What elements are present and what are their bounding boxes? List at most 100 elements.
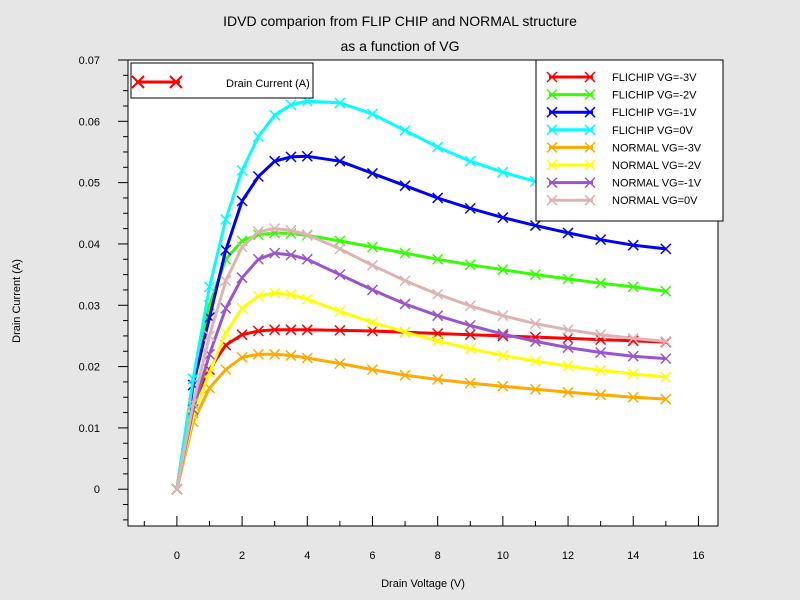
y-axis-title: Drain Current (A) xyxy=(11,259,23,343)
marker-cross-b xyxy=(220,275,232,287)
marker-cross-b xyxy=(187,373,199,385)
marker-cross-b xyxy=(285,324,297,336)
marker-cross-b xyxy=(432,253,444,265)
legend-item: FLICHIP VG=0V xyxy=(546,124,693,137)
marker-cross-b xyxy=(529,318,541,330)
marker-cross-b xyxy=(432,192,444,204)
data-point xyxy=(432,310,444,322)
data-point xyxy=(366,325,379,337)
marker-cross-b xyxy=(334,305,346,317)
marker-cross-b xyxy=(497,380,509,392)
data-point xyxy=(334,269,346,281)
data-point xyxy=(660,335,672,347)
legend-item-marker xyxy=(546,89,558,101)
marker-cross-b xyxy=(464,155,476,167)
marker-cross-b xyxy=(187,397,199,409)
y-tick-label: 0.05 xyxy=(79,178,100,190)
data-point xyxy=(432,373,444,385)
data-point xyxy=(432,335,444,347)
data-point xyxy=(236,164,248,176)
legend-item-marker xyxy=(546,141,558,153)
x-tick-label: 4 xyxy=(304,550,310,562)
data-point xyxy=(660,353,672,365)
data-point xyxy=(464,155,476,167)
marker-cross-b xyxy=(595,389,607,401)
data-point xyxy=(334,235,346,247)
marker-cross-b xyxy=(220,213,232,225)
marker-cross-b xyxy=(464,202,476,214)
legend-item-marker xyxy=(546,177,558,189)
marker-cross-b xyxy=(595,329,607,341)
marker-cross-b xyxy=(171,483,183,495)
marker-cross-b xyxy=(366,259,379,271)
x-axis-title: Drain Voltage (V) xyxy=(381,578,465,590)
marker-cross-b xyxy=(627,332,639,344)
marker-cross-b xyxy=(269,155,281,167)
marker-cross-b xyxy=(366,364,379,376)
marker-cross-b xyxy=(399,326,411,338)
data-point xyxy=(269,348,281,360)
chart-subtitle: as a function of VG xyxy=(340,38,459,54)
marker-cross-b xyxy=(252,226,264,238)
right-legend-box xyxy=(535,59,724,222)
marker-cross-b xyxy=(203,348,216,360)
data-point xyxy=(269,223,281,235)
marker-cross-b xyxy=(497,310,509,322)
marker-cross-b xyxy=(334,155,346,167)
marker-cross-b xyxy=(464,343,476,355)
data-point xyxy=(627,391,639,403)
data-point xyxy=(203,281,216,293)
marker-cross-b xyxy=(529,269,541,281)
legend-item-label: NORMAL VG=-1V xyxy=(612,178,702,190)
marker-cross-b xyxy=(432,335,444,347)
marker-cross-b xyxy=(220,327,232,339)
data-point xyxy=(269,287,281,299)
data-point xyxy=(366,316,379,328)
data-point xyxy=(366,259,379,271)
data-point xyxy=(301,229,313,241)
marker-cross-b xyxy=(236,195,248,207)
marker-cross-b xyxy=(562,227,574,239)
data-point xyxy=(334,305,346,317)
data-point xyxy=(399,247,411,259)
data-point xyxy=(285,324,297,336)
legend-item: NORMAL VG=-3V xyxy=(546,141,702,154)
marker-cross-b xyxy=(627,350,639,362)
data-point xyxy=(301,352,313,364)
marker-cross-b xyxy=(269,348,281,360)
data-point xyxy=(627,350,639,362)
marker-cross-b xyxy=(220,302,232,314)
data-point xyxy=(252,253,264,265)
marker-cross-b xyxy=(236,351,248,363)
data-point xyxy=(529,383,541,395)
data-point xyxy=(220,302,232,314)
legend-marker xyxy=(131,75,145,89)
legend-item: FLICHIP VG=-2V xyxy=(546,89,697,102)
data-point xyxy=(269,247,281,259)
marker-cross-b xyxy=(562,342,574,354)
data-point xyxy=(562,332,574,344)
marker-cross-b xyxy=(203,367,216,379)
data-point xyxy=(399,298,411,310)
data-point xyxy=(252,226,264,238)
x-tick-label: 12 xyxy=(562,550,574,562)
x-tick-label: 10 xyxy=(497,550,509,562)
marker-cross-b xyxy=(203,330,216,342)
data-point xyxy=(464,343,476,355)
marker-cross-b xyxy=(497,166,509,178)
marker-cross-b xyxy=(529,383,541,395)
legend-item-label: FLICHIP VG=-2V xyxy=(612,90,697,102)
marker-cross-b xyxy=(252,131,264,143)
marker-cross-b xyxy=(285,99,297,111)
marker-cross-b xyxy=(203,382,216,394)
marker-cross-b xyxy=(269,247,281,259)
marker-cross-b xyxy=(562,324,574,336)
marker-cross-b xyxy=(595,364,607,376)
marker-cross-b xyxy=(366,284,379,296)
marker-cross-b xyxy=(595,277,607,289)
marker-cross-b xyxy=(236,164,248,176)
marker-cross-b xyxy=(203,281,216,293)
data-point xyxy=(432,141,444,153)
marker-cross-b xyxy=(301,229,313,241)
data-point xyxy=(366,364,379,376)
